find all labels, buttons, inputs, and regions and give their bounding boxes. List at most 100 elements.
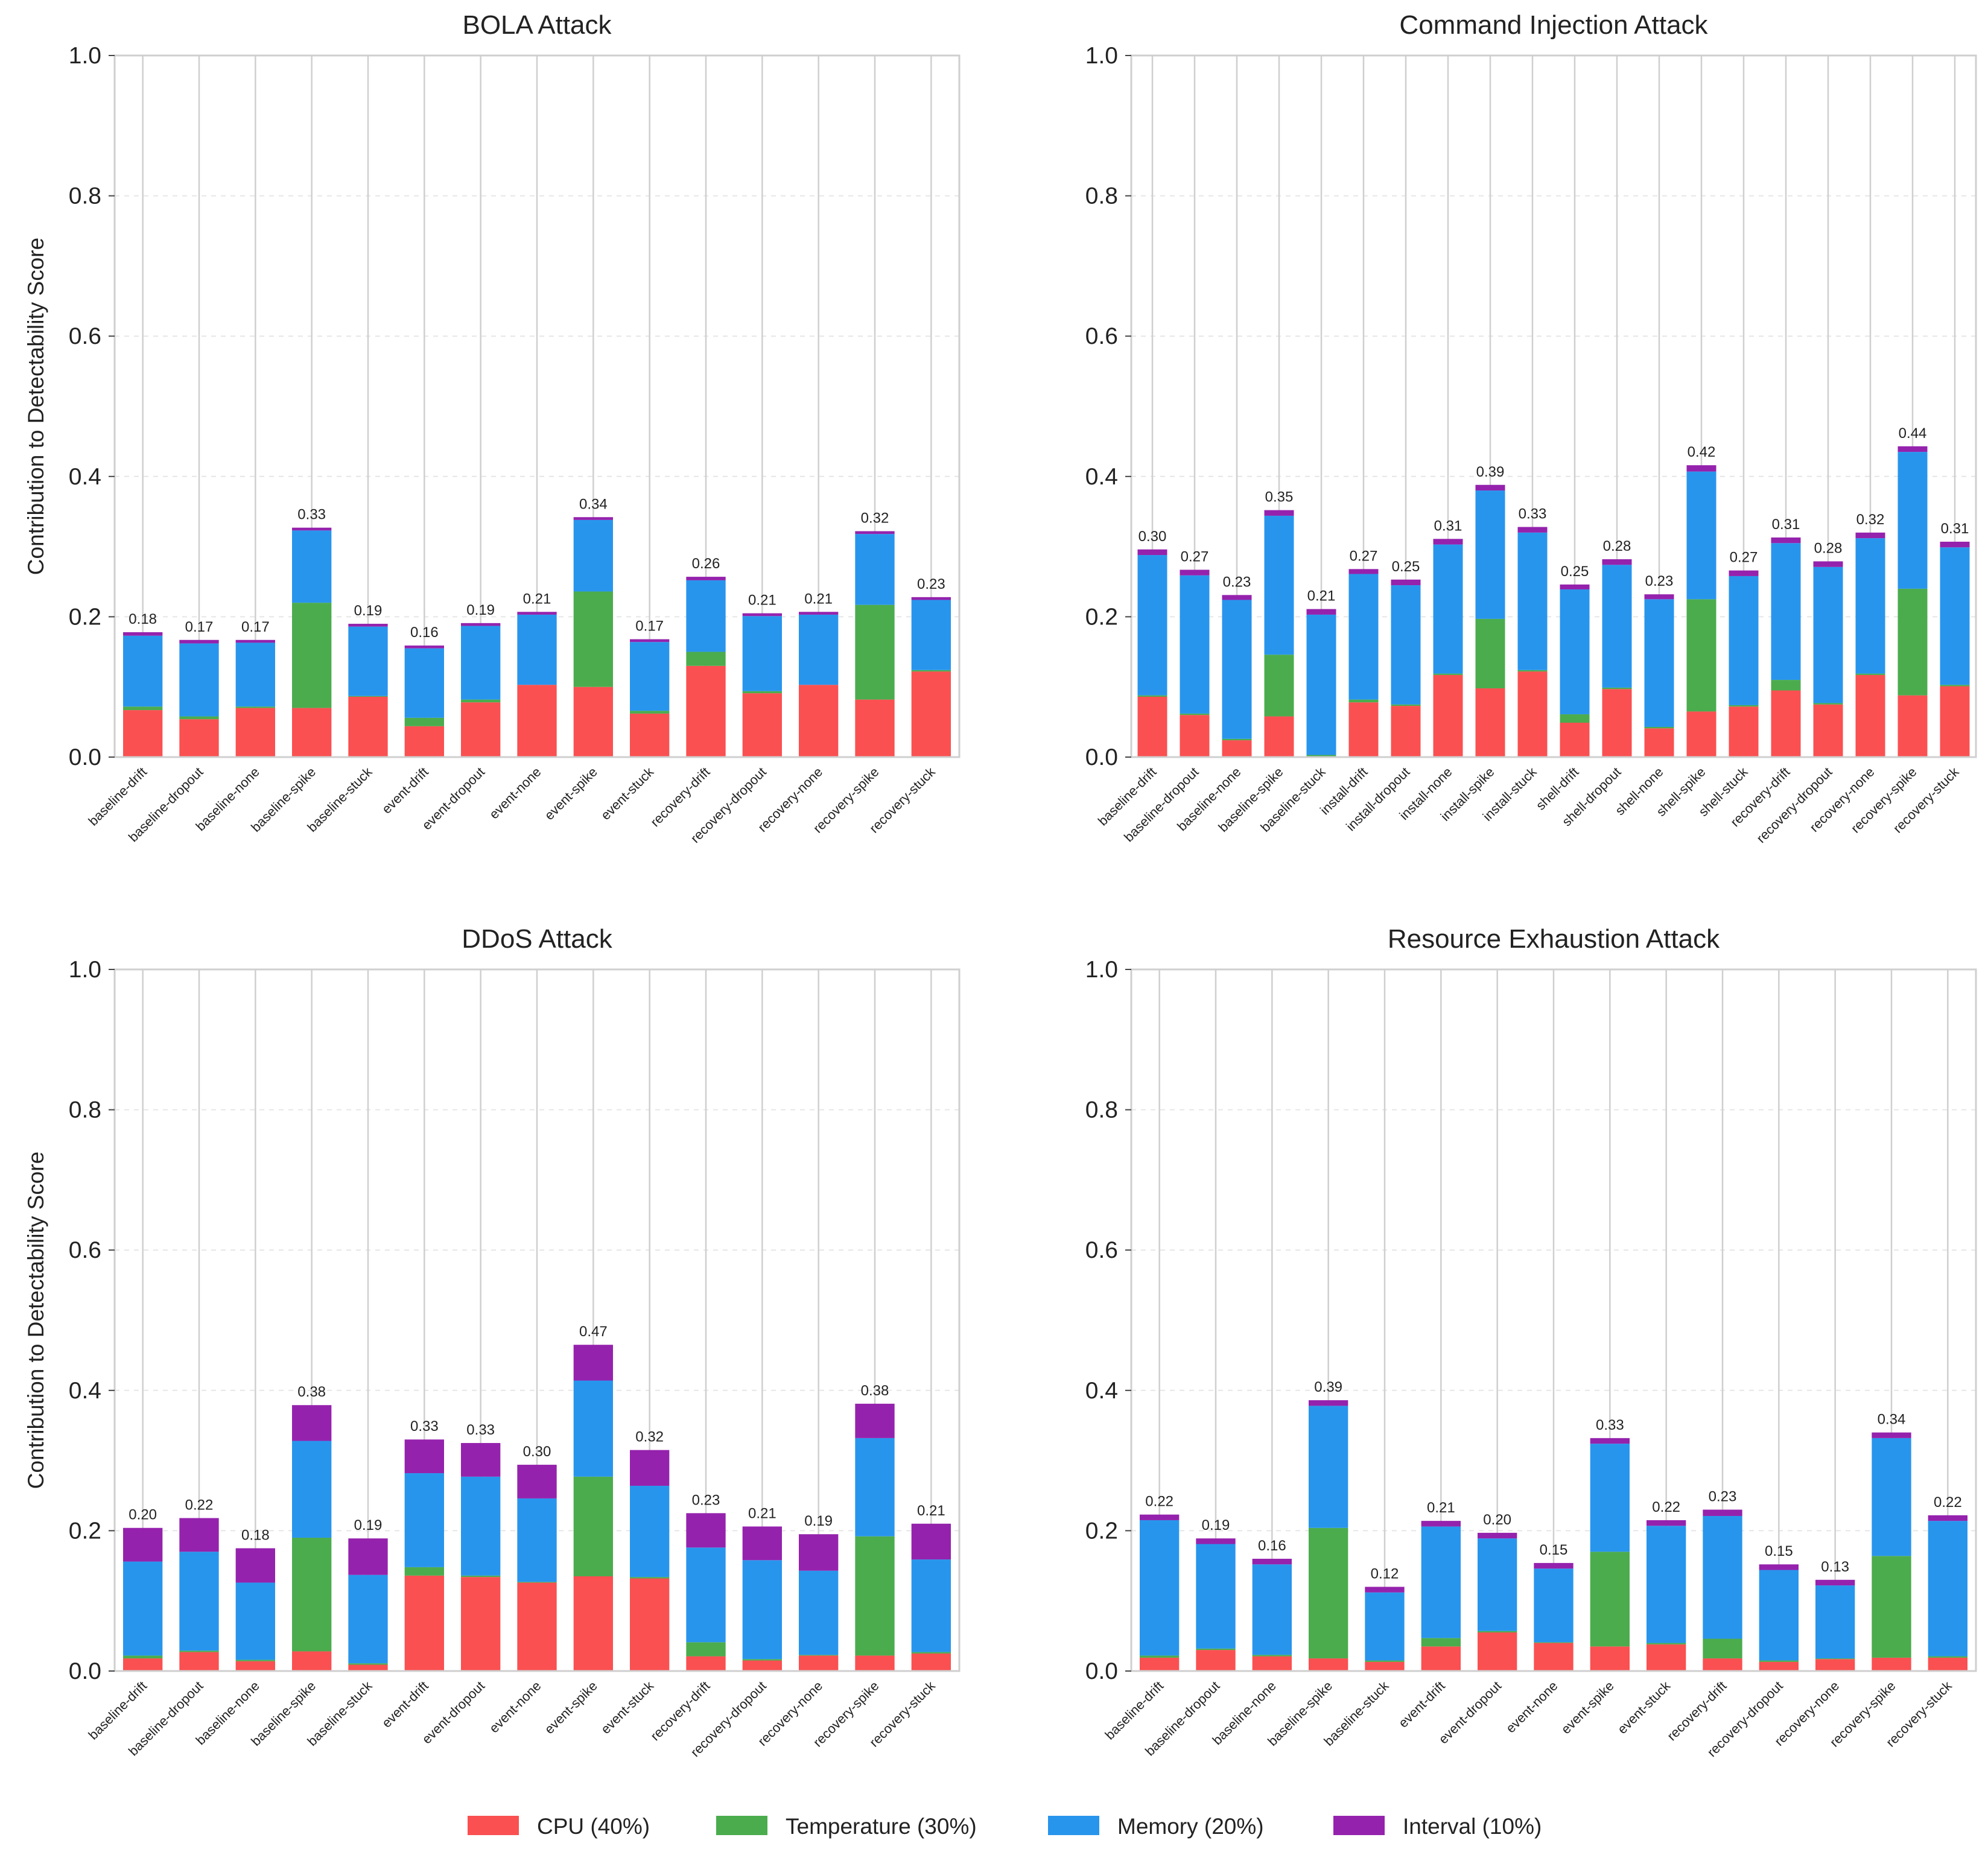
bar-temperature	[404, 1567, 444, 1576]
bar-memory	[292, 530, 332, 603]
y-tick-label: 1.0	[1085, 957, 1118, 983]
bar-temperature	[1478, 1631, 1517, 1633]
y-tick-label: 0.6	[1085, 1237, 1118, 1263]
bar-interval	[742, 613, 782, 617]
bar-temperature	[1222, 738, 1252, 741]
y-tick-label: 0.6	[1085, 323, 1118, 349]
bar-temperature	[1180, 713, 1210, 715]
bar-interval	[179, 1518, 219, 1552]
chart-panel-1: 0.18baseline-drift0.17baseline-dropout0.…	[24, 10, 961, 846]
chart-title: Resource Exhaustion Attack	[1388, 924, 1720, 954]
data-label: 0.32	[635, 1429, 664, 1445]
bar-memory	[1433, 544, 1463, 674]
bar-interval	[630, 1450, 670, 1486]
bar-temperature	[1940, 685, 1970, 687]
data-label: 0.23	[917, 576, 945, 592]
bar-interval	[855, 531, 895, 534]
bar-memory	[1872, 1438, 1911, 1556]
data-label: 0.25	[1561, 563, 1589, 580]
bar-cpu	[517, 685, 557, 757]
bar-memory	[855, 1438, 895, 1536]
bar-interval	[1222, 595, 1252, 600]
data-label: 0.12	[1371, 1565, 1399, 1582]
bar-memory	[235, 642, 275, 707]
data-label: 0.39	[1476, 464, 1505, 480]
bar-temperature	[292, 603, 332, 708]
chart-title: Command Injection Attack	[1399, 10, 1708, 40]
bar-temperature	[1644, 726, 1674, 729]
data-label: 0.23	[1223, 574, 1251, 590]
bar-temperature	[1759, 1660, 1799, 1662]
bar-temperature	[1602, 687, 1632, 690]
data-label: 0.28	[1814, 541, 1843, 557]
bar-interval	[1421, 1521, 1461, 1527]
bar-interval	[461, 623, 501, 626]
bar-temperature	[1815, 1658, 1855, 1660]
bar-temperature	[123, 706, 163, 711]
bar-cpu	[799, 1655, 839, 1671]
bar-cpu	[573, 1576, 613, 1671]
bar-temperature	[1729, 705, 1759, 707]
data-label: 0.34	[579, 496, 608, 512]
bar-memory	[461, 626, 501, 700]
x-tick-label: recovery-dropout	[1753, 764, 1835, 846]
data-label: 0.44	[1899, 425, 1927, 442]
data-label: 0.17	[635, 618, 664, 635]
bar-temperature	[348, 1663, 388, 1665]
bar-temperature	[123, 1655, 163, 1659]
bar-temperature	[404, 717, 444, 726]
bar-interval	[348, 624, 388, 627]
bar-temperature	[686, 1642, 726, 1657]
bar-interval	[630, 639, 670, 642]
bar-interval	[1940, 541, 1970, 548]
bar-interval	[1759, 1564, 1799, 1570]
data-label: 0.38	[861, 1383, 889, 1399]
bar-memory	[1940, 547, 1970, 685]
bar-interval	[517, 1465, 557, 1498]
data-label: 0.20	[129, 1507, 157, 1523]
data-label: 0.35	[1265, 489, 1294, 506]
data-label: 0.33	[1596, 1417, 1624, 1433]
bar-cpu	[1137, 696, 1167, 757]
data-label: 0.27	[1350, 548, 1378, 564]
bar-cpu	[855, 699, 895, 757]
data-label: 0.22	[1145, 1494, 1173, 1510]
bar-cpu	[911, 671, 951, 757]
x-tick-label: event-spike	[542, 1678, 600, 1737]
bar-interval	[1813, 561, 1843, 567]
data-label: 0.21	[523, 591, 551, 607]
bar-temperature	[855, 604, 895, 700]
data-label: 0.21	[804, 591, 833, 607]
bar-cpu	[461, 1577, 501, 1671]
bar-interval	[1196, 1538, 1236, 1544]
legend-label-memory: Memory (20%)	[1117, 1814, 1264, 1839]
bar-memory	[1590, 1444, 1630, 1552]
y-tick-label: 1.0	[1085, 43, 1118, 69]
data-label: 0.33	[410, 1418, 439, 1435]
chart-panel-3: 0.20baseline-drift0.22baseline-dropout0.…	[24, 924, 961, 1760]
legend: CPU (40%) Temperature (30%) Memory (20%) In…	[468, 1814, 1542, 1839]
bar-cpu	[1140, 1657, 1180, 1671]
legend-swatch-cpu	[468, 1816, 519, 1835]
bar-memory	[1252, 1564, 1292, 1655]
y-tick-label: 0.0	[69, 744, 101, 770]
bar-memory	[1180, 575, 1210, 714]
bar-cpu	[799, 685, 839, 757]
y-tick-label: 0.4	[1085, 464, 1118, 490]
bar-temperature	[1647, 1643, 1686, 1644]
bar-cpu	[235, 1661, 275, 1671]
bar-memory	[686, 1547, 726, 1643]
x-tick-label: event-stuck	[598, 764, 657, 823]
y-tick-label: 0.8	[69, 1097, 101, 1123]
data-label: 0.20	[1483, 1512, 1511, 1528]
bar-cpu	[1759, 1661, 1799, 1671]
bar-memory	[517, 614, 557, 685]
bar-memory	[686, 580, 726, 652]
bar-memory	[1517, 532, 1548, 670]
bar-memory	[123, 635, 163, 707]
bar-memory	[404, 1473, 444, 1567]
bar-interval	[855, 1403, 895, 1438]
y-tick-label: 0.8	[69, 183, 101, 209]
bar-interval	[404, 1439, 444, 1474]
data-label: 0.19	[354, 1517, 383, 1533]
